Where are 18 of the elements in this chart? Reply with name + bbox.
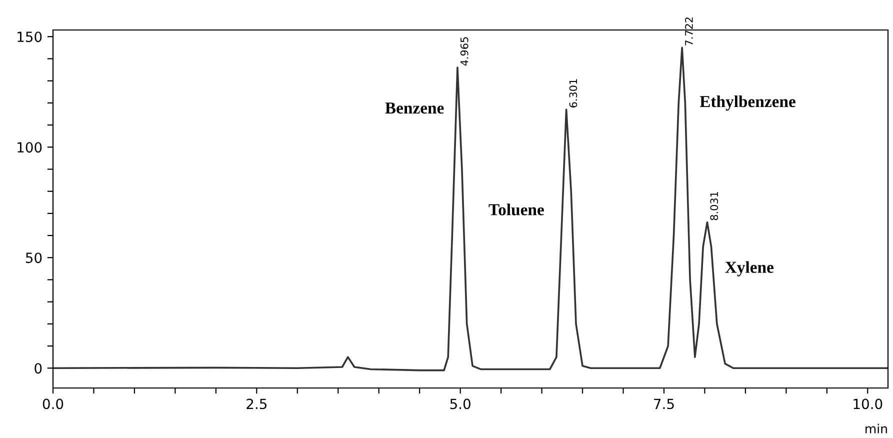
annotation: Xylene (725, 261, 774, 276)
x-tick-label: 0.0 (42, 398, 64, 410)
x-tick-label: 5.0 (450, 398, 470, 410)
annotation: 7.722 (685, 18, 693, 46)
annotation: Ethylbenzene (700, 95, 796, 111)
x-axis-title: min (866, 424, 887, 434)
x-tick-label: 7.5 (654, 398, 674, 410)
y-tick-label: 50 (26, 252, 42, 264)
y-tick-label: 0 (34, 363, 42, 374)
annotation: 8.031 (710, 192, 718, 220)
y-tick-label: 150 (18, 32, 42, 42)
y-tick-label: 100 (18, 142, 42, 153)
annotation: 4.965 (460, 37, 468, 66)
x-tick-label: 10.0 (854, 398, 882, 410)
annotation: 6.301 (569, 79, 578, 108)
annotation: Benzene (385, 102, 444, 114)
annotation: Toluene (488, 204, 544, 216)
x-tick-label: 2.5 (246, 398, 266, 410)
